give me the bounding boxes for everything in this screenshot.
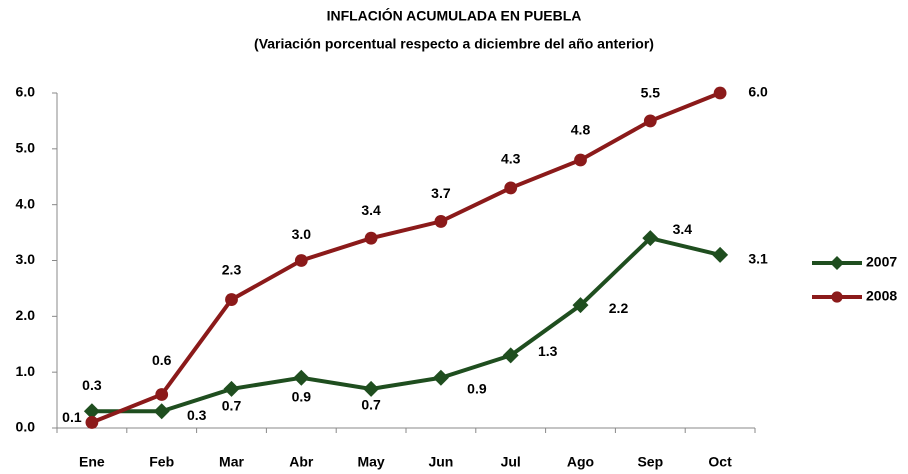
data-label: 0.1: [62, 409, 82, 425]
y-tick-label: 6.0: [16, 84, 36, 100]
x-tick-label: Ago: [567, 454, 594, 470]
series-line: [91, 91, 721, 425]
legend-label: 2008: [866, 288, 897, 304]
data-label: 4.3: [501, 151, 521, 167]
marker: [294, 254, 308, 267]
data-label: 3.0: [292, 226, 312, 242]
x-tick-label: Sep: [637, 454, 663, 470]
marker: [223, 380, 240, 397]
marker: [85, 416, 99, 429]
y-tick-label: 1.0: [16, 363, 36, 379]
data-label: 3.1: [748, 251, 768, 267]
x-tick-label: Ene: [79, 454, 105, 470]
data-label: 0.9: [292, 388, 312, 404]
x-tick-label: Feb: [149, 454, 174, 470]
data-label: 0.7: [222, 398, 242, 414]
marker: [225, 293, 238, 306]
data-label: 4.8: [571, 122, 591, 138]
marker: [153, 403, 170, 420]
x-tick-label: Jun: [428, 454, 453, 470]
marker: [830, 256, 844, 270]
legend-label: 2007: [866, 254, 897, 270]
x-tick-label: May: [357, 454, 384, 470]
marker: [363, 380, 380, 397]
marker: [155, 388, 169, 401]
data-label: 3.4: [361, 202, 381, 218]
data-label: 0.3: [187, 407, 207, 423]
data-label: 5.5: [641, 85, 661, 101]
data-label: 0.9: [467, 380, 487, 396]
data-label: 0.3: [82, 377, 102, 393]
marker: [712, 246, 729, 263]
marker: [642, 230, 659, 247]
marker: [713, 86, 727, 100]
marker: [643, 114, 657, 128]
data-label: 0.7: [361, 397, 381, 413]
x-tick-label: Abr: [289, 454, 314, 470]
x-tick-label: Oct: [708, 454, 732, 470]
data-label: 6.0: [748, 84, 768, 100]
data-label: 3.4: [673, 221, 693, 237]
data-label: 2.3: [222, 261, 242, 277]
marker: [83, 403, 100, 420]
marker: [502, 347, 519, 364]
marker: [293, 369, 310, 386]
data-label: 3.7: [431, 185, 451, 201]
data-label: 0.6: [152, 352, 172, 368]
x-tick-label: Jul: [501, 454, 521, 470]
marker: [574, 153, 587, 167]
marker: [572, 297, 589, 314]
chart-subtitle: (Variación porcentual respecto a diciemb…: [254, 36, 654, 52]
data-label: 1.3: [538, 343, 558, 359]
y-tick-label: 2.0: [16, 307, 36, 323]
series-line: [91, 235, 721, 414]
marker: [364, 231, 378, 245]
data-label: 2.2: [609, 300, 629, 316]
x-tick-label: Mar: [219, 454, 244, 470]
y-tick-label: 0.0: [16, 419, 36, 435]
marker: [434, 215, 448, 228]
y-tick-label: 4.0: [16, 195, 36, 211]
y-tick-label: 5.0: [16, 140, 36, 156]
marker: [504, 181, 518, 195]
marker: [432, 369, 449, 386]
marker: [831, 291, 843, 303]
chart-title: INFLACIÓN ACUMULADA EN PUEBLA: [327, 7, 582, 24]
y-tick-label: 3.0: [16, 251, 36, 267]
